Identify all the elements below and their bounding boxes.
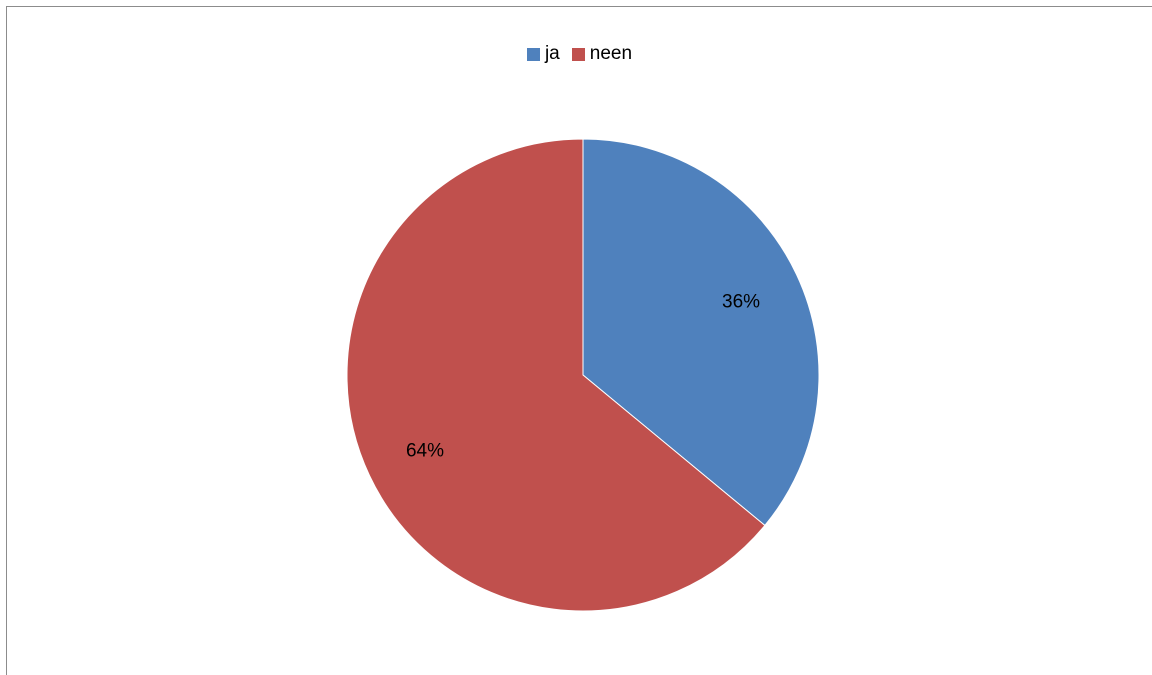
legend-label-neen: neen xyxy=(589,43,633,64)
legend-swatch-neen xyxy=(571,47,585,61)
legend-label-ja: ja xyxy=(544,43,560,64)
legend-item-ja: ja xyxy=(526,43,560,65)
data-label-ja: 36% xyxy=(722,292,760,313)
data-label-neen: 64% xyxy=(406,440,444,461)
pie-slice-neen xyxy=(346,138,766,612)
pie-slice-ja xyxy=(582,138,820,527)
legend-swatch-ja xyxy=(526,47,540,61)
legend: ja neen xyxy=(7,43,1152,65)
legend-item-neen: neen xyxy=(571,43,633,65)
